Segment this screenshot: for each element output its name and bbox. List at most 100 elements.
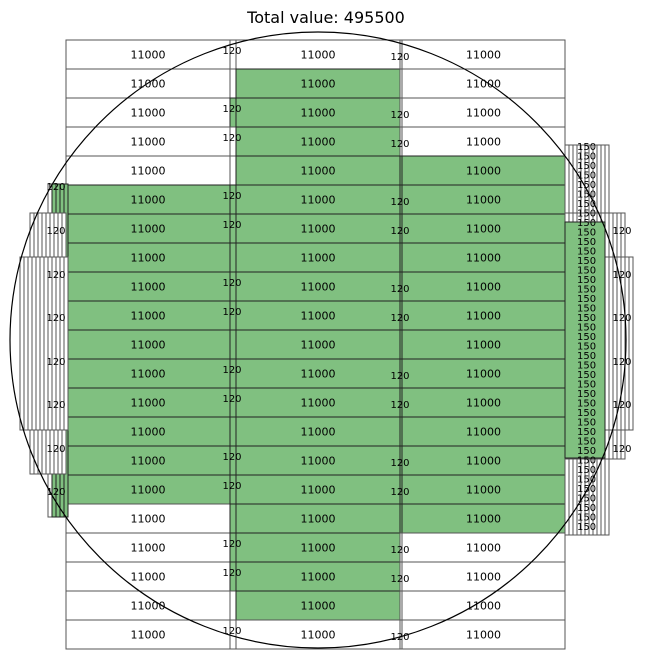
- panel-value-label: 11000: [131, 513, 166, 526]
- side-strip-label: 120: [612, 270, 631, 281]
- strip-value-label: 120: [390, 313, 409, 324]
- panel-value-label: 11000: [131, 136, 166, 149]
- boundary-circle: [9, 31, 627, 649]
- panel-value-label: 11000: [301, 165, 336, 178]
- side-value-label: 150: [577, 256, 596, 267]
- side-value-label: 150: [577, 351, 596, 362]
- panel-value-label: 11000: [466, 194, 501, 207]
- panel-cell: [65, 445, 231, 476]
- side-strip-label: 120: [46, 444, 65, 455]
- panel-value-label: 11000: [466, 252, 501, 265]
- side-value-label: 150: [577, 361, 596, 372]
- side-strip: [31, 256, 37, 431]
- panel-cell: [235, 561, 401, 592]
- side-value-label: 150: [577, 475, 596, 486]
- strip-value-label: 120: [390, 458, 409, 469]
- panel-value-label: 11000: [301, 281, 336, 294]
- panel-value-label: 11000: [131, 542, 166, 555]
- panel-cell: [401, 213, 566, 244]
- panel-value-label: 11000: [131, 310, 166, 323]
- panel-cell: [235, 155, 401, 186]
- panel-value-label: 11000: [131, 484, 166, 497]
- strip-cell: [229, 416, 237, 447]
- strip-value-label: 120: [390, 139, 409, 150]
- side-value-label: 150: [577, 294, 596, 305]
- side-strip: [604, 256, 610, 431]
- panel-value-label: 11000: [466, 571, 501, 584]
- strip-value-label: 120: [390, 110, 409, 121]
- side-value-label: 150: [577, 313, 596, 324]
- panel-value-label: 11000: [301, 136, 336, 149]
- side-strip: [35, 256, 41, 431]
- side-value-label: 150: [577, 152, 596, 163]
- side-value-label: 150: [577, 418, 596, 429]
- panel-cell: [235, 619, 401, 650]
- side-strip-label: 120: [612, 313, 631, 324]
- side-value-label: 150: [577, 408, 596, 419]
- strip-value-label: 120: [390, 197, 409, 208]
- panel-value-label: 11000: [466, 600, 501, 613]
- panel-value-label: 11000: [131, 107, 166, 120]
- figure-title: Total value: 495500: [247, 8, 405, 27]
- panel-value-label: 11000: [466, 484, 501, 497]
- panel-value-label: 11000: [301, 455, 336, 468]
- side-value-label: 150: [577, 465, 596, 476]
- panel-value-label: 11000: [131, 252, 166, 265]
- strip-value-label: 120: [390, 545, 409, 556]
- panel-value-label: 11000: [131, 78, 166, 91]
- strip-value-label: 120: [390, 487, 409, 498]
- side-value-label: 150: [577, 437, 596, 448]
- panel-value-label: 11000: [131, 600, 166, 613]
- panel-cell: [235, 329, 401, 360]
- panel-cell: [401, 619, 566, 650]
- side-value-label: 150: [577, 190, 596, 201]
- strip-value-label: 120: [222, 481, 241, 492]
- side-strip-label: 120: [612, 444, 631, 455]
- panel-value-label: 11000: [301, 223, 336, 236]
- strip-value-label: 120: [390, 52, 409, 63]
- panel-cell: [401, 329, 566, 360]
- panel-cell: [401, 590, 566, 621]
- side-strip-label: 120: [612, 226, 631, 237]
- side-strip-selected: [564, 221, 606, 459]
- side-strip-label: 120: [46, 400, 65, 411]
- strip-value-label: 120: [222, 452, 241, 463]
- panel-value-label: 11000: [131, 426, 166, 439]
- panel-cell: [65, 532, 231, 563]
- panel-value-label: 11000: [466, 136, 501, 149]
- side-value-label: 150: [577, 513, 596, 524]
- panel-cell: [401, 474, 566, 505]
- panel-value-label: 11000: [131, 629, 166, 642]
- panel-value-label: 11000: [466, 107, 501, 120]
- panel-cell: [65, 590, 231, 621]
- panel-value-label: 11000: [466, 397, 501, 410]
- side-strip: [39, 256, 45, 431]
- panel-value-label: 11000: [466, 339, 501, 352]
- strip-cell: [229, 242, 237, 273]
- panel-value-label: 11000: [466, 49, 501, 62]
- side-value-label: 150: [577, 180, 596, 191]
- strip-value-label: 120: [222, 307, 241, 318]
- strip-value-label: 120: [222, 46, 241, 57]
- panel-cell: [65, 155, 231, 186]
- strip-value-label: 120: [222, 568, 241, 579]
- cells-layer: [19, 39, 634, 650]
- side-value-label: 150: [577, 456, 596, 467]
- panel-cell: [235, 445, 401, 476]
- panel-value-label: 11000: [301, 368, 336, 381]
- side-value-label: 150: [577, 171, 596, 182]
- panel-cell: [401, 155, 566, 186]
- panel-value-label: 11000: [466, 542, 501, 555]
- strip-cell: [229, 329, 237, 360]
- panel-value-label: 11000: [301, 426, 336, 439]
- strip-value-label: 120: [222, 394, 241, 405]
- side-value-label: 150: [577, 332, 596, 343]
- side-value-label: 150: [577, 389, 596, 400]
- side-strip-label: 120: [46, 487, 65, 498]
- panel-value-label: 11000: [301, 513, 336, 526]
- strip-value-label: 120: [390, 574, 409, 585]
- strip-cell: [229, 68, 237, 99]
- side-value-label: 150: [577, 228, 596, 239]
- panel-value-label: 11000: [301, 484, 336, 497]
- strip-cell: [229, 590, 237, 621]
